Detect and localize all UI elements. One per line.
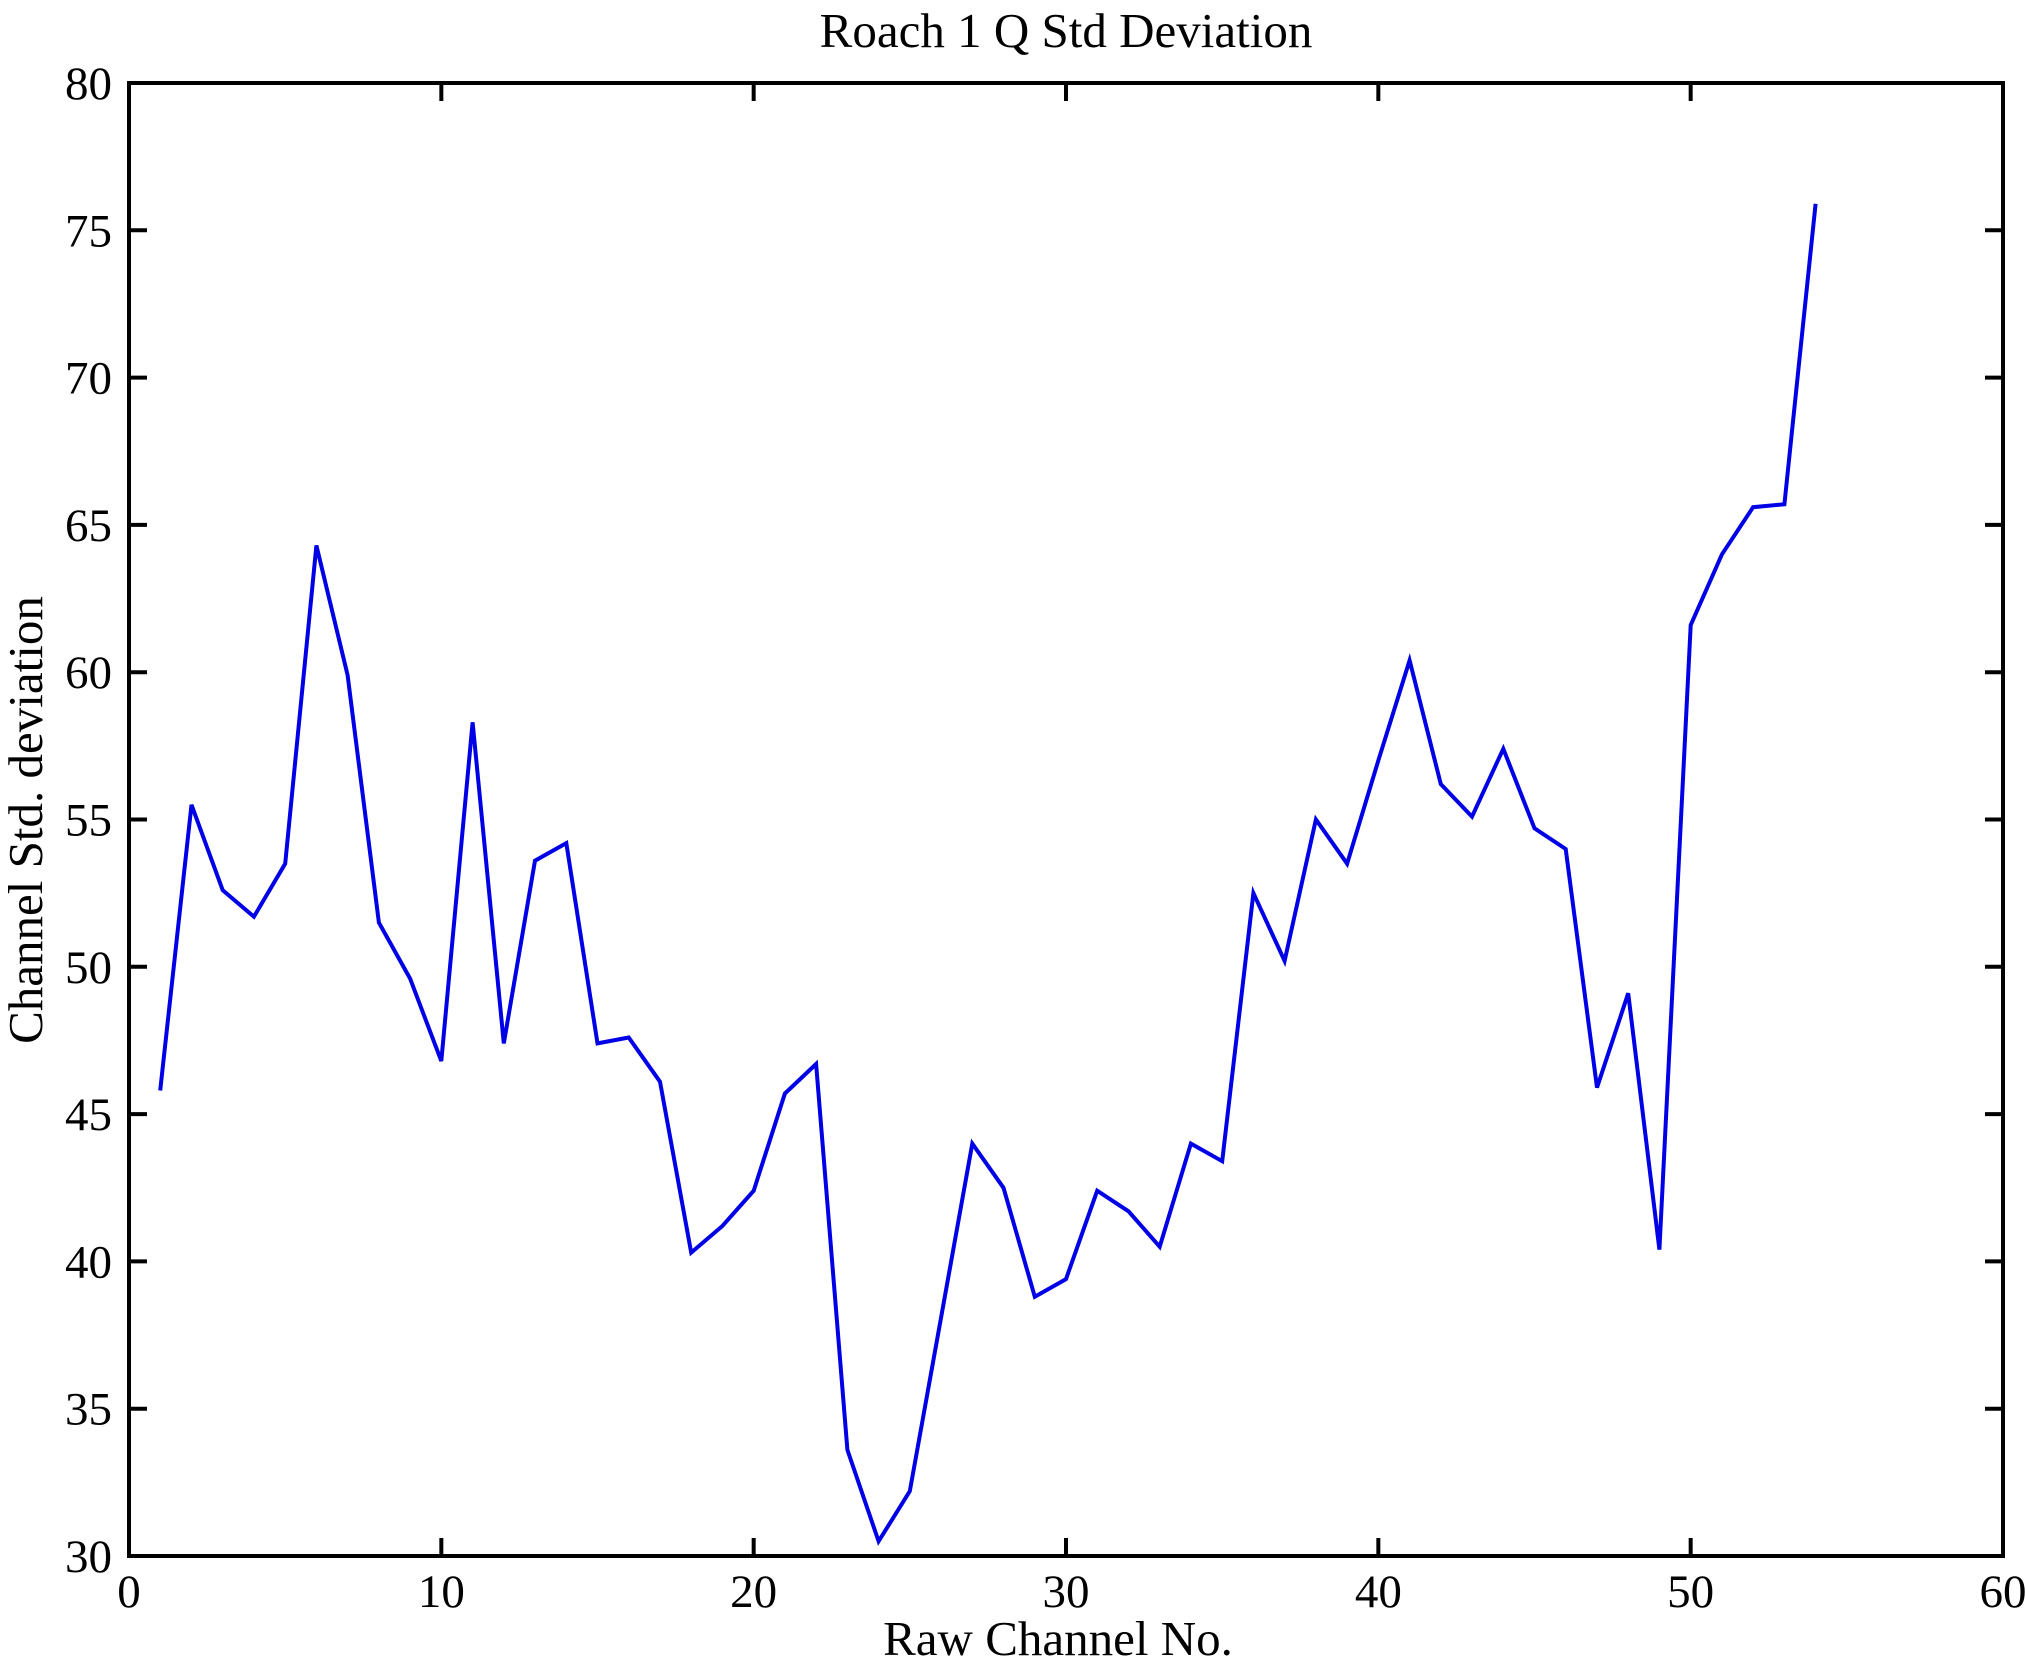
tick-label: 35 (65, 1384, 112, 1436)
axis-ticks (129, 83, 2003, 1556)
data-series-line (160, 204, 1815, 1542)
tick-label: 20 (730, 1566, 777, 1618)
tick-label: 40 (1355, 1566, 1402, 1618)
y-tick-labels: 30 35 40 45 50 55 60 65 70 75 80 (65, 58, 112, 1583)
tick-label: 40 (65, 1236, 112, 1288)
tick-label: 50 (1667, 1566, 1714, 1618)
tick-label: 30 (65, 1531, 112, 1583)
tick-label: 50 (65, 942, 112, 994)
tick-label: 70 (65, 353, 112, 405)
tick-label: 55 (65, 795, 112, 847)
tick-label: 30 (1043, 1566, 1090, 1618)
tick-label: 75 (65, 205, 112, 257)
tick-label: 10 (418, 1566, 465, 1618)
axes-frame (129, 83, 2003, 1556)
tick-label: 80 (65, 58, 112, 110)
chart-title: Roach 1 Q Std Deviation (820, 3, 1313, 58)
tick-label: 65 (65, 500, 112, 552)
tick-label: 0 (117, 1566, 141, 1618)
y-axis-label: Channel Std. deviation (0, 596, 53, 1044)
tick-label: 60 (65, 647, 112, 699)
x-tick-labels: 0 10 20 30 40 50 60 (117, 1566, 2025, 1618)
tick-label: 60 (1980, 1566, 2025, 1618)
x-axis-label: Raw Channel No. (883, 1611, 1233, 1666)
tick-label: 45 (65, 1089, 112, 1141)
